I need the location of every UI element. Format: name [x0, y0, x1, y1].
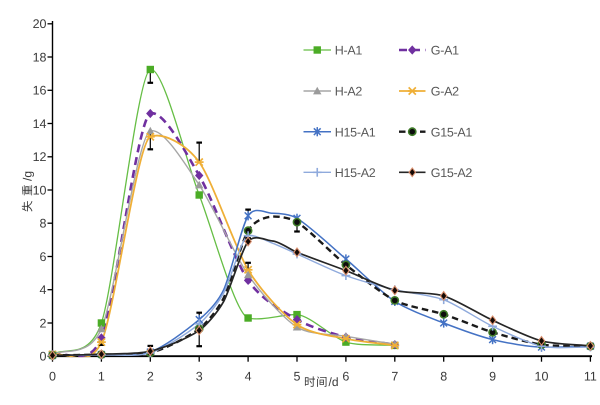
- svg-text:G-A1: G-A1: [431, 44, 459, 58]
- svg-text:H-A1: H-A1: [335, 44, 363, 58]
- svg-text:5: 5: [294, 370, 301, 384]
- svg-text:H15-A1: H15-A1: [335, 125, 376, 139]
- svg-text:6: 6: [342, 370, 349, 384]
- svg-text:20: 20: [33, 17, 47, 31]
- svg-text:0: 0: [49, 370, 56, 384]
- svg-text:G-A2: G-A2: [431, 85, 459, 99]
- svg-text:H-A2: H-A2: [335, 85, 363, 99]
- svg-text:14: 14: [33, 117, 47, 131]
- svg-text:G15-A1: G15-A1: [431, 125, 473, 139]
- svg-text:3: 3: [196, 370, 203, 384]
- svg-text:8: 8: [40, 217, 47, 231]
- svg-text:7: 7: [391, 370, 398, 384]
- svg-text:18: 18: [33, 50, 47, 64]
- svg-text:6: 6: [40, 250, 47, 264]
- svg-text:H15-A2: H15-A2: [335, 166, 376, 180]
- svg-text:16: 16: [33, 84, 47, 98]
- svg-text:8: 8: [440, 370, 447, 384]
- svg-text:4: 4: [245, 370, 252, 384]
- svg-text:4: 4: [40, 283, 47, 297]
- svg-text:2: 2: [40, 316, 47, 330]
- svg-text:/d: /d: [329, 375, 339, 389]
- svg-text:10: 10: [33, 183, 47, 197]
- svg-text:1: 1: [98, 370, 105, 384]
- svg-text:2: 2: [147, 370, 154, 384]
- svg-text:G15-A2: G15-A2: [431, 166, 473, 180]
- svg-text:0: 0: [40, 350, 47, 364]
- svg-text:9: 9: [489, 370, 496, 384]
- svg-text:/g: /g: [21, 171, 35, 181]
- svg-text:12: 12: [33, 150, 47, 164]
- svg-text:10: 10: [535, 370, 549, 384]
- svg-text:11: 11: [584, 370, 597, 384]
